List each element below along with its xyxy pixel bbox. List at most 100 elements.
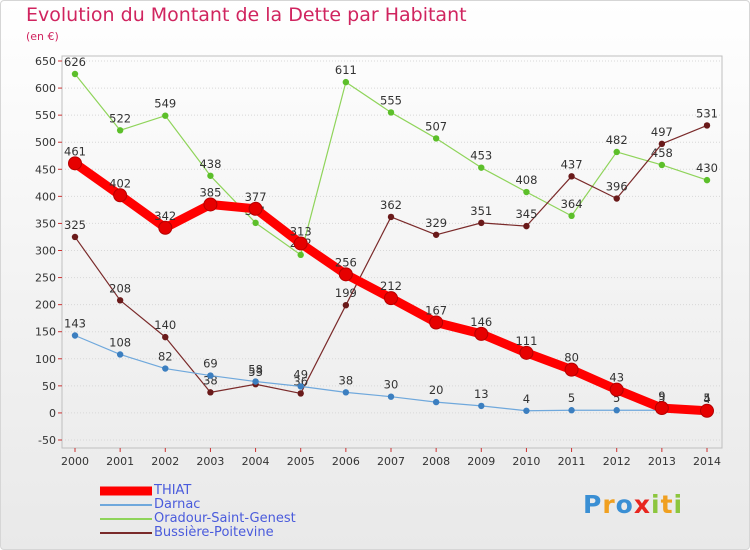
data-point-thiat (293, 236, 308, 251)
logo-letter-4: i (651, 490, 661, 519)
data-label-thiat: 80 (564, 351, 579, 365)
y-tick-label: 150 (35, 326, 56, 339)
data-label-bussi-re-poitevine: 497 (651, 125, 673, 139)
data-point-darnac (162, 365, 169, 372)
data-point-bussi-re-poitevine (658, 140, 666, 148)
y-tick-label: 500 (35, 136, 56, 149)
y-tick-label: 400 (35, 190, 56, 203)
data-point-bussi-re-poitevine (387, 213, 395, 221)
data-label-darnac: 58 (248, 363, 263, 377)
data-point-oradour-saint-genest (568, 212, 575, 220)
data-label-thiat: 111 (515, 334, 537, 348)
data-point-bussi-re-poitevine (478, 219, 485, 227)
legend-label-thiat: THIAT (154, 483, 192, 498)
data-label-bussi-re-poitevine: 38 (203, 373, 218, 387)
legend-item-thiat: THIAT (100, 484, 296, 498)
x-tick-label: 2006 (332, 455, 360, 468)
chart-unit: (en €) (26, 30, 59, 43)
data-label-bussi-re-poitevine: 345 (515, 207, 537, 221)
data-point-oradour-saint-genest (613, 148, 620, 156)
data-label-bussi-re-poitevine: 325 (64, 218, 86, 232)
data-point-darnac (71, 332, 79, 339)
data-label-darnac: 5 (658, 391, 665, 405)
data-label-bussi-re-poitevine: 437 (561, 157, 583, 171)
x-tick-label: 2004 (242, 455, 270, 468)
y-tick-label: 300 (35, 245, 56, 258)
data-label-thiat: 402 (109, 176, 131, 190)
y-tick-label: 250 (35, 272, 56, 285)
data-label-oradour-saint-genest: 364 (561, 197, 583, 211)
data-label-oradour-saint-genest: 611 (335, 63, 357, 77)
data-point-darnac (478, 402, 485, 410)
data-label-thiat: 256 (335, 255, 357, 269)
data-point-thiat (113, 188, 128, 203)
x-tick-label: 2000 (61, 455, 89, 468)
data-point-bussi-re-poitevine (342, 301, 350, 309)
y-tick-label: 350 (35, 217, 56, 230)
data-label-bussi-re-poitevine: 53 (248, 365, 263, 379)
x-tick-label: 2001 (106, 455, 134, 468)
data-label-oradour-saint-genest: 408 (515, 173, 537, 187)
legend-swatch-thiat (100, 486, 152, 496)
data-point-oradour-saint-genest (207, 172, 214, 179)
legend-item-bussiere: Bussière-Poitevine (100, 526, 296, 540)
data-point-bussi-re-poitevine (613, 195, 620, 202)
legend-swatch-darnac (100, 504, 152, 506)
y-tick-label: 550 (35, 109, 56, 122)
legend-label-oradour: Oradour-Saint-Genest (154, 511, 296, 526)
data-point-oradour-saint-genest (162, 112, 169, 119)
data-label-darnac: 108 (109, 335, 131, 349)
logo-letter-2: o (615, 490, 634, 519)
data-point-oradour-saint-genest (342, 78, 350, 86)
data-point-thiat (654, 401, 669, 416)
x-tick-label: 2012 (603, 455, 631, 468)
legend-item-darnac: Darnac (100, 498, 296, 512)
y-tick-label: 650 (35, 55, 56, 68)
data-label-thiat: 313 (290, 224, 312, 238)
data-label-darnac: 49 (293, 367, 308, 381)
data-label-darnac: 82 (158, 350, 173, 364)
data-point-oradour-saint-genest (297, 251, 304, 259)
data-label-darnac: 38 (339, 373, 354, 387)
data-point-thiat (474, 326, 489, 341)
data-label-bussi-re-poitevine: 396 (606, 180, 628, 194)
data-label-thiat: 146 (470, 315, 492, 329)
data-label-oradour-saint-genest: 438 (199, 157, 221, 171)
y-tick-label: 200 (35, 299, 56, 312)
data-label-oradour-saint-genest: 453 (470, 149, 492, 163)
data-label-darnac: 30 (384, 378, 399, 392)
legend: THIAT Darnac Oradour-Saint-Genest Bussiè… (100, 484, 296, 540)
data-label-thiat: 9 (658, 389, 665, 403)
data-label-oradour-saint-genest: 458 (651, 146, 673, 160)
data-point-oradour-saint-genest (71, 70, 79, 78)
data-point-bussi-re-poitevine (432, 231, 440, 238)
data-point-oradour-saint-genest (478, 164, 485, 171)
data-label-thiat: 377 (245, 190, 267, 204)
data-point-oradour-saint-genest (387, 109, 395, 116)
data-point-darnac (342, 389, 350, 396)
data-point-bussi-re-poitevine (523, 222, 530, 230)
data-point-darnac (613, 407, 620, 414)
data-point-thiat (384, 291, 398, 306)
data-point-darnac (297, 383, 304, 390)
data-label-thiat: 167 (425, 304, 447, 318)
data-label-thiat: 212 (380, 279, 402, 293)
data-point-bussi-re-poitevine (297, 390, 304, 397)
data-point-thiat (609, 382, 624, 397)
data-point-bussi-re-poitevine (71, 233, 79, 241)
data-point-thiat (203, 197, 218, 212)
plot-area (61, 55, 723, 449)
data-label-bussi-re-poitevine: 36 (293, 374, 308, 388)
data-point-thiat (338, 267, 353, 282)
data-point-thiat (68, 156, 82, 171)
data-label-darnac: 20 (429, 383, 444, 397)
data-point-thiat (158, 220, 173, 235)
proxiti-logo: Proxiti (583, 490, 683, 519)
data-point-darnac (207, 372, 214, 379)
data-point-bussi-re-poitevine (116, 297, 124, 304)
data-point-thiat (564, 362, 579, 377)
chart-title: Evolution du Montant de la Dette par Hab… (26, 4, 467, 26)
data-label-thiat: 385 (199, 185, 221, 199)
